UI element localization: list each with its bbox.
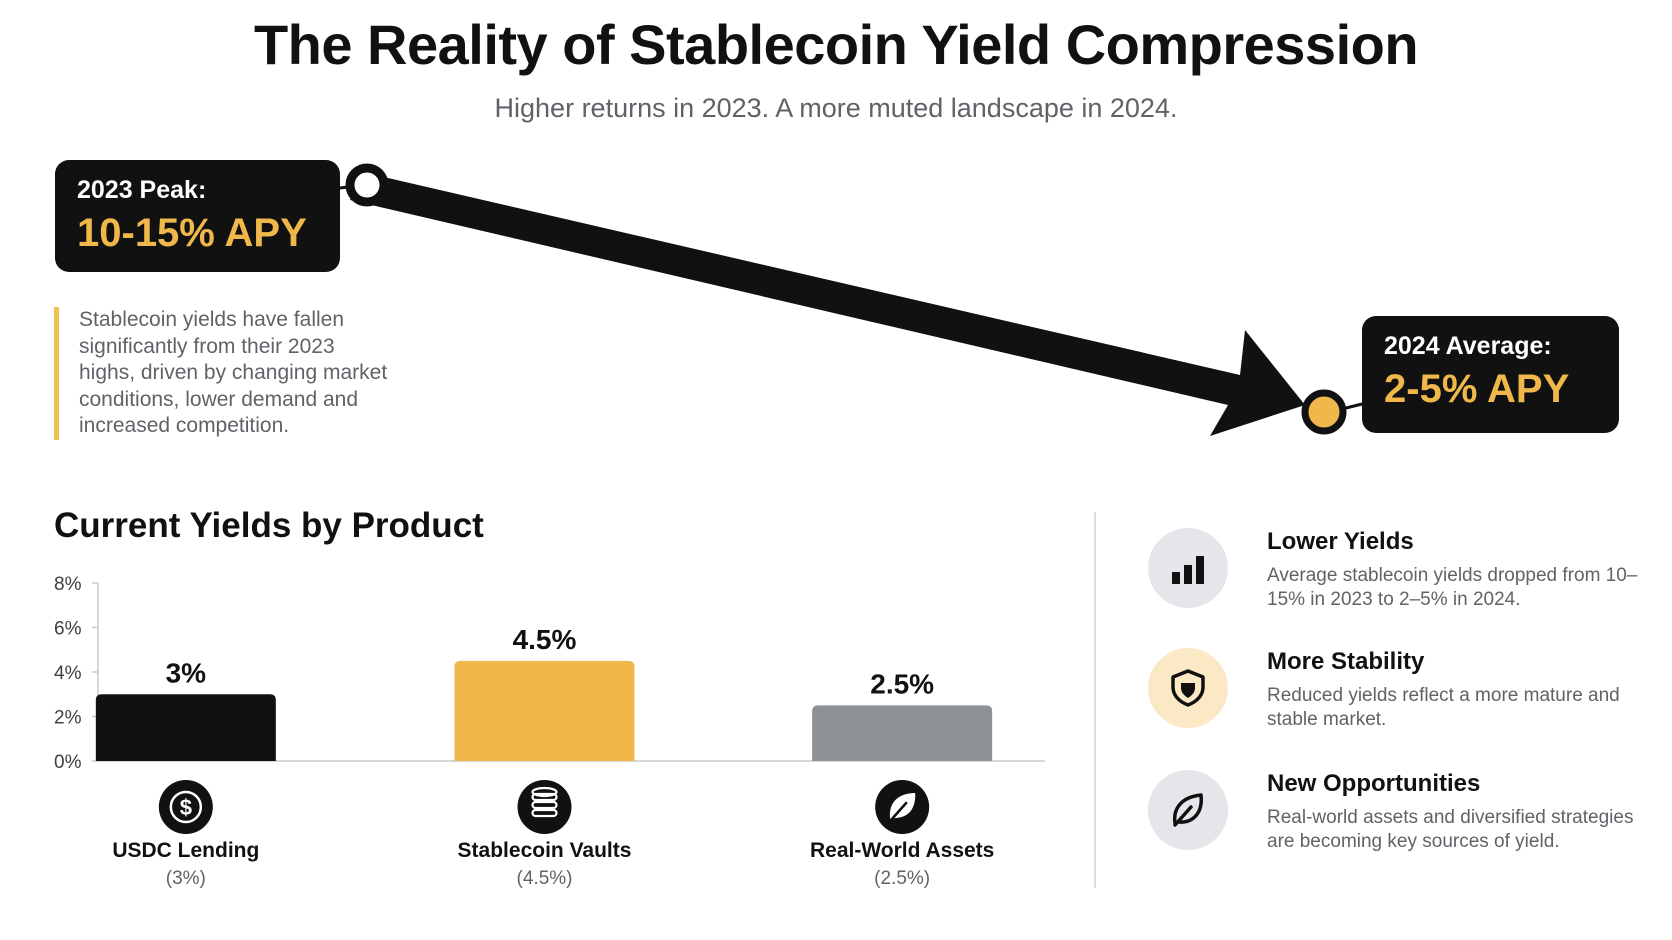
- peak-value: 10-15% APY: [77, 211, 307, 255]
- insight-title: More Stability: [1267, 648, 1425, 675]
- page-title: The Reality of Stablecoin Yield Compress…: [253, 13, 1419, 76]
- y-tick-label: 6%: [54, 619, 82, 640]
- peak-callout: 2023 Peak: 10-15% APY: [55, 160, 340, 272]
- category-sublabel: (3%): [166, 868, 206, 889]
- chart-title: Current Yields by Product: [54, 506, 484, 545]
- leaf-icon: [875, 780, 930, 834]
- decline-description: Stablecoin yields have fallen significan…: [54, 307, 394, 440]
- insight-title: New Opportunities: [1267, 770, 1481, 797]
- peak-label: 2023 Peak:: [77, 176, 207, 204]
- yields-bar-chart: 0% 2% 4% 6% 8% 3% $ USDC Lending (3%) 4.5% Stablec…: [54, 574, 1045, 889]
- bar: [95, 694, 276, 761]
- category-label: USDC Lending: [112, 839, 259, 862]
- bar-value-label: 4.5%: [513, 624, 577, 655]
- average-callout: 2024 Average: 2-5% APY: [1362, 316, 1619, 433]
- section-divider: [1094, 512, 1096, 888]
- svg-text:$: $: [180, 795, 192, 820]
- average-marker: [1301, 389, 1347, 435]
- bar-chart-icon: [1148, 528, 1228, 608]
- y-tick-label: 2%: [54, 708, 82, 729]
- y-tick-label: 4%: [54, 663, 82, 684]
- coin-stack-icon: [517, 780, 572, 834]
- y-tick-label: 0%: [54, 752, 82, 773]
- decline-arrow: [350, 172, 1305, 436]
- bar-value-label: 3%: [166, 657, 207, 688]
- y-tick-label: 8%: [54, 574, 82, 595]
- bar-value-label: 2.5%: [870, 668, 934, 699]
- average-value: 2-5% APY: [1384, 367, 1570, 411]
- bar: [454, 660, 635, 761]
- shield-icon: [1148, 648, 1228, 728]
- insight-text: Reduced yields reflect a more mature and…: [1267, 685, 1620, 730]
- bar: [812, 705, 993, 761]
- category-label: Real-World Assets: [810, 839, 994, 862]
- dollar-coin-icon: $: [158, 780, 213, 834]
- leaf-icon: [1148, 770, 1228, 850]
- peak-marker: [345, 163, 389, 207]
- insight-text: Real-world assets and diversified strate…: [1267, 807, 1634, 852]
- insight-title: Lower Yields: [1267, 528, 1414, 555]
- page-subtitle: Higher returns in 2023. A more muted lan…: [494, 93, 1178, 123]
- category-label: Stablecoin Vaults: [458, 839, 632, 862]
- insight-text: Average stablecoin yields dropped from 1…: [1267, 565, 1638, 610]
- average-label: 2024 Average:: [1384, 332, 1552, 360]
- yield-decline-arrow-graphic: [339, 163, 1363, 436]
- category-sublabel: (4.5%): [517, 868, 573, 889]
- category-sublabel: (2.5%): [874, 868, 930, 889]
